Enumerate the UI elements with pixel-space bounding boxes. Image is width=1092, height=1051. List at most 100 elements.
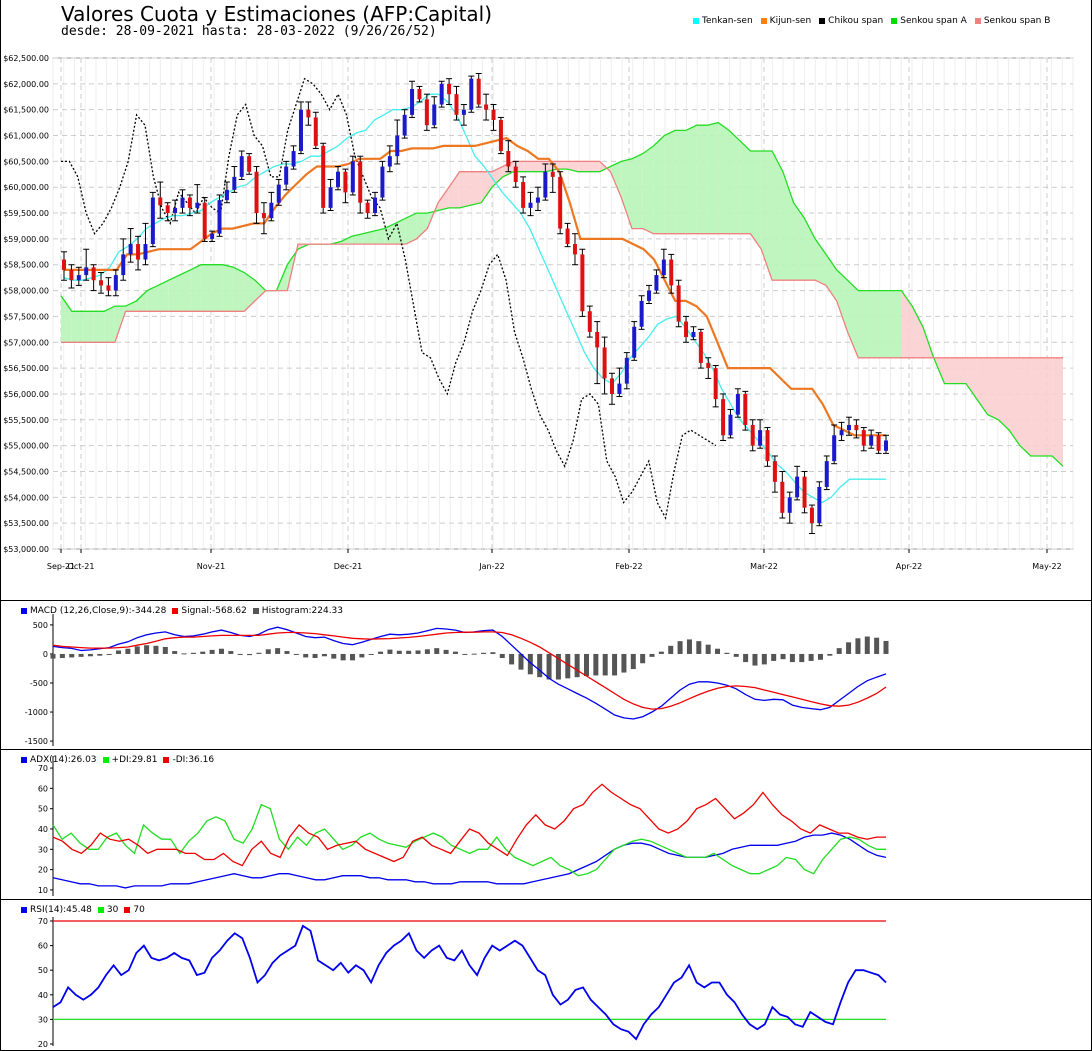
legend-label: 70: [133, 905, 145, 915]
histogram-bar: [808, 653, 814, 661]
chart-subtitle: desde: 28-09-2021 hasta: 28-03-2022 (9/2…: [61, 24, 437, 39]
cloud-segment: [739, 140, 751, 234]
cloud-segment: [448, 171, 460, 208]
candle-body: [595, 331, 600, 348]
candle: [534, 186, 541, 211]
candle-body: [647, 290, 652, 301]
macd-legend: MACD (12,26,Close,9):-344.28 Signal:-568.…: [21, 606, 343, 616]
legend-item: Senkou span A: [891, 16, 967, 26]
y-tick-label: $55,000.00: [3, 442, 49, 451]
candle-body: [639, 300, 644, 327]
histogram-bar: [677, 641, 683, 654]
candle-body: [76, 275, 81, 281]
histogram-bar: [190, 652, 196, 654]
candle-body: [735, 393, 740, 415]
candle: [801, 470, 808, 514]
histogram-bar: [368, 653, 374, 655]
histogram-bar: [78, 653, 84, 657]
histogram-bar: [406, 650, 412, 654]
candle: [283, 160, 290, 191]
candle-body: [484, 104, 489, 110]
histogram-bar: [499, 653, 505, 659]
histogram-bar: [883, 640, 889, 654]
candle-body: [261, 213, 266, 219]
y-tick-label: 10: [38, 886, 48, 895]
histogram-bar: [97, 653, 103, 656]
candle: [120, 238, 127, 281]
candle-body: [424, 99, 429, 126]
candle-body: [113, 275, 118, 291]
cloud-segment: [190, 264, 202, 312]
y-tick-label: $56,500.00: [3, 364, 49, 373]
cloud-segment: [82, 311, 94, 343]
candle: [483, 93, 490, 121]
candle-body: [617, 383, 622, 394]
candle: [453, 85, 460, 121]
candle-body: [343, 171, 348, 193]
legend-label: Senkou span B: [983, 16, 1051, 26]
candle-body: [387, 156, 392, 167]
histogram-bar: [836, 648, 842, 654]
histogram-bar: [799, 653, 805, 663]
histogram-bar: [537, 653, 543, 678]
cloud-segment: [987, 357, 999, 420]
ichimoku-chart: $53,000.00 $53,500.00 $54,000.00 $54,500.00…: [3, 54, 1074, 571]
candle-body: [809, 507, 814, 524]
cloud-segment: [71, 311, 83, 343]
candle: [579, 248, 586, 317]
candle-body: [121, 254, 126, 276]
histogram-bar: [144, 645, 150, 654]
histogram-bar: [218, 648, 224, 654]
x-tick-label: Mar-22: [750, 562, 778, 571]
histogram-bar: [350, 653, 356, 661]
candle: [512, 160, 519, 188]
cloud-segment: [362, 231, 374, 245]
candle: [431, 96, 438, 129]
y-tick-label: 30: [38, 1015, 48, 1024]
y-tick-label: 50: [38, 805, 48, 814]
x-tick-label: Oct-21: [68, 562, 95, 571]
histogram-bar: [462, 653, 468, 655]
candle: [357, 155, 364, 214]
candle-body: [476, 78, 481, 105]
candle-body: [661, 259, 666, 276]
legend-label: ADX(14):26.03: [30, 755, 97, 765]
candle-body: [136, 244, 141, 260]
legend-item: ADX(14):26.03: [21, 755, 97, 765]
y-tick-label: $57,000.00: [3, 338, 49, 347]
candle-body: [506, 151, 511, 167]
legend-swatch: [97, 907, 104, 913]
candle: [98, 271, 105, 294]
cloud-segment: [858, 290, 870, 358]
y-tick-label: $62,000.00: [3, 80, 49, 89]
candle-body: [350, 161, 355, 193]
legend-item: Senkou span B: [974, 16, 1051, 26]
histogram-bar: [247, 653, 253, 656]
adx-legend: ADX(14):26.03 +DI:29.81 -DI:36.16: [21, 755, 214, 765]
candle: [609, 372, 615, 405]
main-legend: Tenkan-sen Kijun-sen Chikou span Senkou spa…: [693, 16, 1050, 26]
legend-item: Signal:-568.62: [172, 606, 247, 616]
histogram-bar: [443, 649, 449, 654]
legend-swatch: [21, 907, 27, 913]
candle-body: [239, 156, 244, 177]
cloud-segment: [621, 158, 633, 229]
legend-item: RSI(14):45.48: [21, 905, 92, 915]
cloud-segment: [233, 267, 245, 312]
candle-body: [454, 94, 459, 115]
histogram-bar: [162, 646, 168, 654]
cloud-segment: [201, 264, 212, 312]
cloud-segment: [955, 357, 967, 384]
candle: [868, 429, 875, 449]
histogram-bar: [612, 653, 618, 676]
chikou-span: [61, 77, 717, 520]
candle: [379, 160, 386, 201]
candle: [505, 140, 512, 173]
cloud-segment: [718, 122, 729, 234]
histogram-bar: [275, 648, 281, 654]
candle-body: [550, 171, 555, 177]
candle-body: [180, 197, 185, 208]
candle: [883, 434, 889, 454]
cloud-segment: [976, 357, 988, 415]
candle-body: [298, 109, 303, 152]
